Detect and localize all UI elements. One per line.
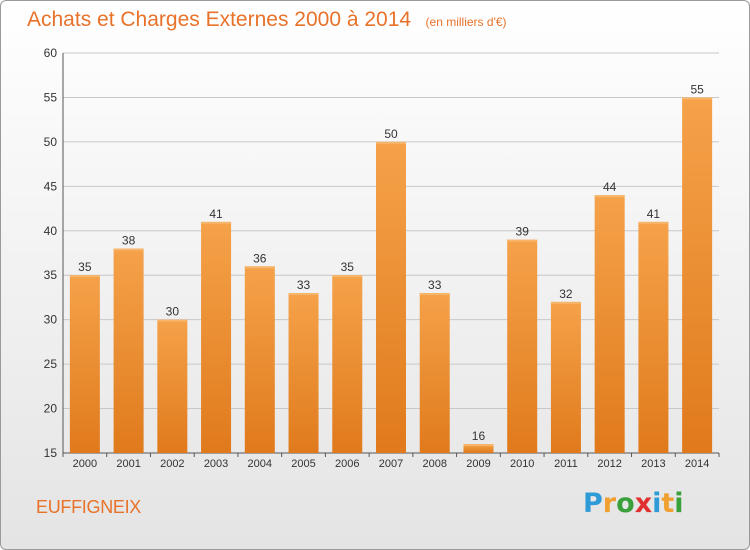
bar-2004 xyxy=(244,266,275,453)
bar-top-2004 xyxy=(244,266,275,269)
value-label-2009: 16 xyxy=(472,429,486,443)
bar-2012 xyxy=(594,195,625,453)
x-tick-label-2011: 2011 xyxy=(554,458,578,470)
value-label-2012: 44 xyxy=(603,180,617,194)
bar-top-2009 xyxy=(463,444,494,447)
logo-letter: t xyxy=(661,488,675,519)
x-tick-label-2002: 2002 xyxy=(160,458,184,470)
y-tick-label: 40 xyxy=(44,224,58,238)
bar-top-2010 xyxy=(507,239,538,242)
bars xyxy=(69,97,713,453)
y-tick-label: 50 xyxy=(44,135,58,149)
x-tick-label-2004: 2004 xyxy=(248,458,272,470)
y-tick-label: 30 xyxy=(44,313,58,327)
bar-2000 xyxy=(69,275,100,453)
y-tick-label: 20 xyxy=(44,402,58,416)
x-tick-label-2006: 2006 xyxy=(335,458,359,470)
value-label-2006: 35 xyxy=(341,260,355,274)
y-tick-label: 55 xyxy=(44,90,58,104)
x-tick-label-2000: 2000 xyxy=(73,458,97,470)
value-label-2007: 50 xyxy=(384,127,398,141)
value-label-2003: 41 xyxy=(209,207,223,221)
bar-2011 xyxy=(550,301,581,453)
bar-top-2014 xyxy=(682,97,713,100)
chart-subtitle: (en milliers d'€) xyxy=(425,15,507,29)
y-tick-label: 35 xyxy=(44,268,58,282)
bar-2014 xyxy=(682,97,713,453)
bar-top-2013 xyxy=(638,221,669,224)
x-tick-label-2014: 2014 xyxy=(685,458,709,470)
logo-letter: r xyxy=(602,488,617,519)
x-tick-label-2005: 2005 xyxy=(291,458,315,470)
value-label-2014: 55 xyxy=(690,82,704,96)
x-tick-label-2013: 2013 xyxy=(641,458,665,470)
bar-2006 xyxy=(332,275,363,453)
bar-top-2011 xyxy=(550,301,581,304)
logo-letter: i xyxy=(674,488,684,519)
bar-top-2008 xyxy=(419,293,450,295)
bar-2002 xyxy=(157,319,188,453)
bar-2013 xyxy=(638,221,669,453)
logo-letter: x xyxy=(634,488,653,519)
axes: 15 20 25 30 35 40 45 50 55 60 2000 2001 2002 2003 2004… xyxy=(44,46,720,470)
x-tick-label-2009: 2009 xyxy=(466,458,490,470)
bar-2001 xyxy=(113,248,144,453)
value-label-2004: 36 xyxy=(253,251,267,265)
proxiti-logo: Proxiti xyxy=(583,488,684,519)
y-tick-label: 60 xyxy=(44,46,58,60)
value-label-2013: 41 xyxy=(647,207,661,221)
bar-top-2000 xyxy=(69,275,100,278)
value-label-2000: 35 xyxy=(78,260,92,274)
x-tick-label-2008: 2008 xyxy=(422,458,446,470)
value-label-2005: 33 xyxy=(297,278,311,292)
bar-top-2006 xyxy=(332,275,363,278)
bar-top-2005 xyxy=(288,293,319,295)
bar-2007 xyxy=(376,141,406,453)
x-tick-label-2007: 2007 xyxy=(379,458,403,470)
logo-letter: P xyxy=(583,488,603,519)
title-row: Achats et Charges Externes 2000 à 2014 (… xyxy=(27,8,507,32)
bar-top-2007 xyxy=(376,141,406,144)
bar-2008 xyxy=(419,293,450,453)
value-label-2002: 30 xyxy=(166,305,180,319)
bar-top-2002 xyxy=(157,319,188,322)
chart-title: Achats et Charges Externes 2000 à 2014 xyxy=(27,8,412,31)
x-tick-label-2003: 2003 xyxy=(204,458,228,470)
x-tick-label-2012: 2012 xyxy=(597,458,621,470)
value-label-2010: 39 xyxy=(516,225,530,239)
bar-top-2003 xyxy=(201,221,232,224)
bar-top-2001 xyxy=(113,248,144,251)
logo-letter: o xyxy=(616,488,635,519)
bar-2003 xyxy=(201,221,232,453)
x-tick-label-2001: 2001 xyxy=(116,458,140,470)
data-labels: 35 38 30 41 36 33 35 50 33 16 39 32 44 41 55 xyxy=(78,82,704,443)
y-tick-label: 25 xyxy=(44,357,58,371)
y-tick-label: 45 xyxy=(44,179,58,193)
y-tick-label: 15 xyxy=(44,446,58,460)
bar-top-2012 xyxy=(594,195,625,198)
value-label-2001: 38 xyxy=(122,234,136,248)
value-label-2008: 33 xyxy=(428,278,442,292)
logo-letter: i xyxy=(652,488,662,519)
commune-name: EUFFIGNEIX xyxy=(36,497,142,517)
value-label-2011: 32 xyxy=(559,287,573,301)
x-tick-label-2010: 2010 xyxy=(510,458,534,470)
bar-2010 xyxy=(507,239,538,453)
bar-2005 xyxy=(288,293,319,453)
bar-2009 xyxy=(463,444,494,453)
